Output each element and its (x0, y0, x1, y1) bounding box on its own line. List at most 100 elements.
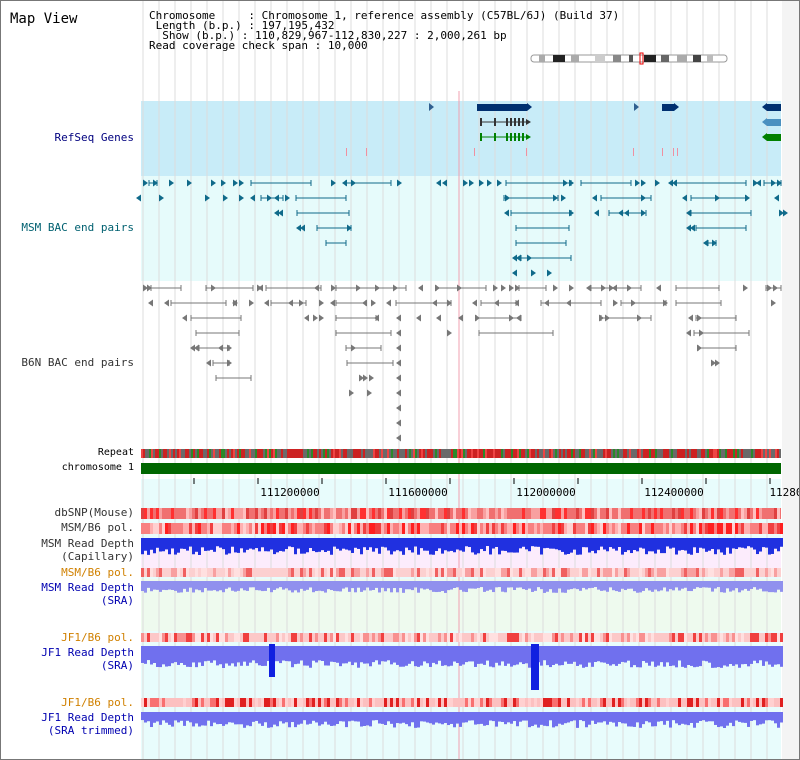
jf1-trim-depth-bar (537, 712, 540, 728)
jf1-pol-heat-cell (693, 633, 696, 642)
jf1-depth-bar (519, 646, 522, 663)
jf1-pol-heat-cell (423, 633, 426, 642)
msm-depth-cap-bar (294, 538, 297, 555)
repeat-element (461, 449, 463, 458)
jf1-pol-trim-heat-cell (768, 698, 771, 707)
jf1-pol-trim-heat-cell (621, 698, 624, 707)
jf1-trim-depth-bar (303, 712, 306, 721)
msm-depth-cap-bar (234, 538, 237, 553)
jf1-depth-bar (666, 646, 669, 663)
msm-pol-sra-heat-cell (498, 568, 501, 577)
jf1-trim-depth-bar (195, 712, 198, 724)
refseq-exon (480, 133, 482, 141)
msm-depth-cap-bar (171, 538, 174, 549)
track-label-refseq[interactable]: RefSeq Genes (54, 131, 134, 144)
msm-pol-heat-cell (498, 523, 501, 534)
msm-pol-heat-cell (369, 523, 372, 534)
jf1-trim-depth-bar (393, 712, 396, 728)
b6n-bac-end (605, 314, 610, 322)
repeat-element (577, 449, 579, 458)
msm-depth-sra-bar (291, 581, 294, 593)
jf1-pol-heat-cell (207, 633, 210, 642)
repeat-element (395, 449, 397, 458)
msm-depth-cap-bar (726, 538, 729, 548)
msm-depth-sra-bar (552, 581, 555, 593)
msm-depth-sra-bar (327, 581, 330, 590)
b6n-bac-end (599, 314, 604, 322)
jf1-pol-trim-heat-cell (294, 698, 297, 707)
track-label-msm-bac[interactable]: MSM BAC end pairs (21, 221, 134, 234)
msm-pol-sra-heat-cell (663, 568, 666, 577)
msm-depth-cap-bar (504, 538, 507, 551)
msm-depth-cap-bar (462, 538, 465, 552)
jf1-depth-bar (669, 646, 672, 666)
jf1-trim-depth-bar (291, 712, 294, 723)
b6n-bac-end (313, 314, 318, 322)
jf1-pol-heat-cell (402, 633, 405, 642)
jf1-trim-depth-bar (375, 712, 378, 721)
dbsnp-heat-cell (195, 508, 198, 519)
jf1-depth-bar (768, 646, 771, 665)
jf1-trim-depth-bar (684, 712, 687, 725)
track-label-msm-pol-sra[interactable]: MSM/B6 pol. (61, 566, 134, 579)
msm-depth-sra-bar (735, 581, 738, 589)
msm-depth-sra-bar (651, 581, 654, 592)
msm-depth-cap-bar (633, 538, 636, 551)
repeat-element (769, 449, 771, 458)
repeat-element (659, 449, 661, 458)
jf1-depth-bar (744, 646, 747, 665)
msm-depth-sra-bar (393, 581, 396, 589)
repeat-element (303, 449, 305, 458)
track-label-b6n-bac[interactable]: B6N BAC end pairs (21, 356, 134, 369)
track-label-jf1-trim[interactable]: JF1 Read Depth (41, 711, 134, 724)
jf1-depth-bar (753, 646, 756, 661)
msm-pol-sra-heat-cell (309, 568, 312, 577)
jf1-depth-bar (639, 646, 642, 668)
msm-pol-heat-cell (669, 523, 672, 534)
msm-pol-heat-cell (711, 523, 714, 534)
jf1-depth-bar (288, 646, 291, 662)
jf1-depth-bar (312, 646, 315, 661)
jf1-depth-bar (204, 646, 207, 662)
msm-pol-sra-heat-cell (651, 568, 654, 577)
msm-depth-sra-bar (645, 581, 648, 589)
jf1-trim-depth-bar (189, 712, 192, 723)
jf1-depth-bar (717, 646, 720, 668)
jf1-depth-bar (492, 646, 495, 668)
repeat-element (561, 449, 563, 458)
track-label-msm-depth-cap[interactable]: MSM Read Depth (41, 537, 134, 550)
repeat-element (699, 449, 701, 458)
repeat-element (189, 449, 191, 458)
jf1-depth-bar (498, 646, 501, 666)
dbsnp-heat-cell (540, 508, 543, 519)
msm-pol-heat-cell (525, 523, 528, 534)
dbsnp-heat-cell (462, 508, 465, 519)
track-label-repeat[interactable]: Repeat (97, 447, 134, 458)
msm-bac-end (655, 179, 660, 187)
repeat-element (215, 449, 217, 458)
jf1-trim-depth-bar (570, 712, 573, 722)
track-label-dbsnp[interactable]: dbSNP(Mouse) (54, 506, 134, 519)
repeat-element (275, 449, 277, 458)
msm-depth-sra-bar (453, 581, 456, 588)
msm-pol-heat-cell (567, 523, 570, 534)
repeat-element (689, 449, 691, 458)
track-label-chromosome[interactable]: chromosome 1 (61, 462, 134, 473)
dbsnp-heat-cell (357, 508, 360, 519)
msm-bac-end (285, 194, 290, 202)
repeat-element (333, 449, 335, 458)
jf1-pol-trim-heat-cell (690, 698, 693, 707)
track-label-msm-depth-sra[interactable]: MSM Read Depth (41, 581, 134, 594)
track-label-jf1-depth[interactable]: JF1 Read Depth (41, 646, 134, 659)
dbsnp-heat-cell (654, 508, 657, 519)
jf1-pol-heat-cell (447, 633, 450, 642)
jf1-trim-depth-bar (435, 712, 438, 723)
track-label-msm-pol[interactable]: MSM/B6 pol. (61, 521, 134, 534)
track-label-jf1-pol[interactable]: JF1/B6 pol. (61, 631, 134, 644)
repeat-element (407, 449, 409, 458)
msm-pol-heat-cell (699, 523, 702, 534)
jf1-depth-bar (732, 646, 735, 666)
msm-pol-heat-cell (378, 523, 381, 534)
track-label-jf1-pol-trim[interactable]: JF1/B6 pol. (61, 696, 134, 709)
